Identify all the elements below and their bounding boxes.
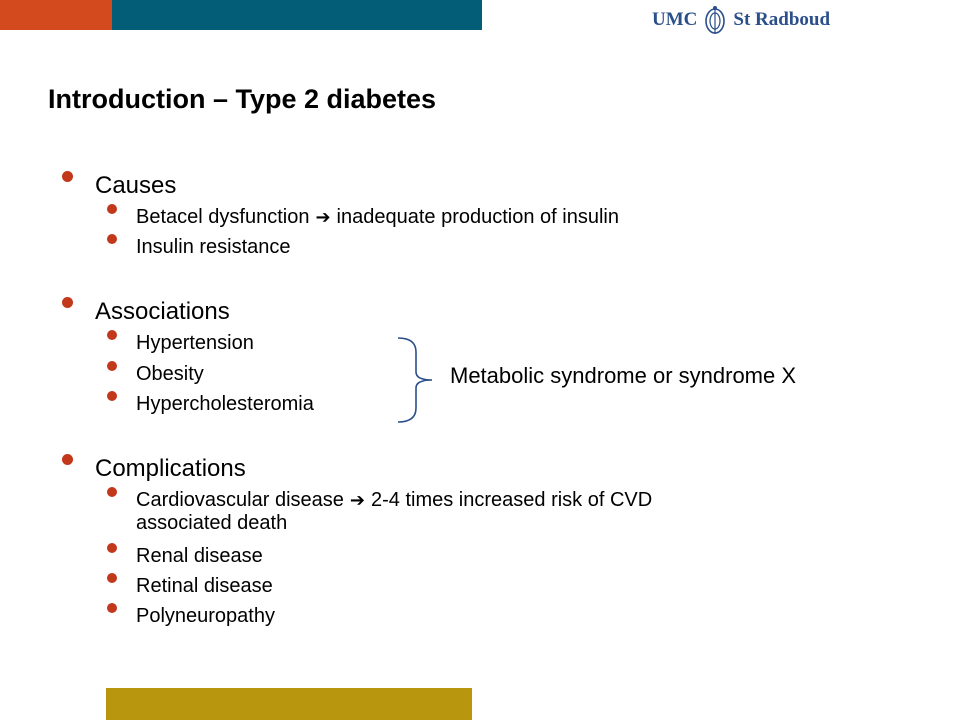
header-bar-teal (112, 0, 482, 30)
bullet-dot (62, 171, 73, 182)
right-arrow-icon: ➔ (315, 207, 331, 228)
metabolic-syndrome-label: Metabolic syndrome or syndrome X (450, 363, 797, 388)
bullet-dot (107, 234, 117, 244)
list-item-insulin-resistance: Insulin resistance (136, 236, 291, 258)
bullet-dot (107, 361, 117, 371)
list-item-hypertension: Hypertension (136, 332, 254, 354)
cvd-risk-text: 2-4 times increased risk of CVD (370, 489, 653, 511)
betacel-text: Betacel dysfunction (136, 206, 310, 228)
list-item-betacel: Betacel dysfunction ➔ inadequate productio… (136, 206, 619, 229)
cvd-text: Cardiovascular disease (136, 489, 344, 511)
logo-radboud-text: St Radboud (733, 9, 831, 30)
list-item-obesity: Obesity (136, 363, 204, 385)
list-item-renal: Renal disease (136, 545, 263, 567)
slide-title: Introduction – Type 2 diabetes (48, 84, 437, 114)
umc-logo: UMC St Radboud (652, 4, 830, 36)
bullet-dot (107, 391, 117, 401)
cvd-continuation-text: associated death (136, 512, 288, 534)
bullet-dot (107, 543, 117, 553)
bullet-dot (107, 487, 117, 497)
bullet-dot (107, 330, 117, 340)
bullet-dot (62, 454, 73, 465)
radboud-seal-icon (705, 6, 726, 34)
list-item-retinal: Retinal disease (136, 575, 273, 597)
right-arrow-icon: ➔ (349, 490, 365, 511)
logo-umc-text: UMC (652, 9, 698, 30)
betacel-result-text: inadequate production of insulin (336, 206, 619, 228)
section-causes-label: Causes (95, 172, 177, 199)
bullet-dot (107, 573, 117, 583)
bullet-dot (62, 297, 73, 308)
footer-bar-gold (106, 688, 472, 720)
section-complications-label: Complications (95, 455, 246, 482)
curly-brace-icon (397, 337, 433, 423)
bullet-dot (107, 603, 117, 613)
list-item-polyneuropathy: Polyneuropathy (136, 605, 275, 627)
list-item-cvd: Cardiovascular disease ➔ 2-4 times increas… (136, 489, 652, 512)
section-associations-label: Associations (95, 298, 230, 325)
list-item-hypercholesteromia: Hypercholesteromia (136, 393, 314, 415)
bullet-dot (107, 204, 117, 214)
header-bar-red (0, 0, 112, 30)
